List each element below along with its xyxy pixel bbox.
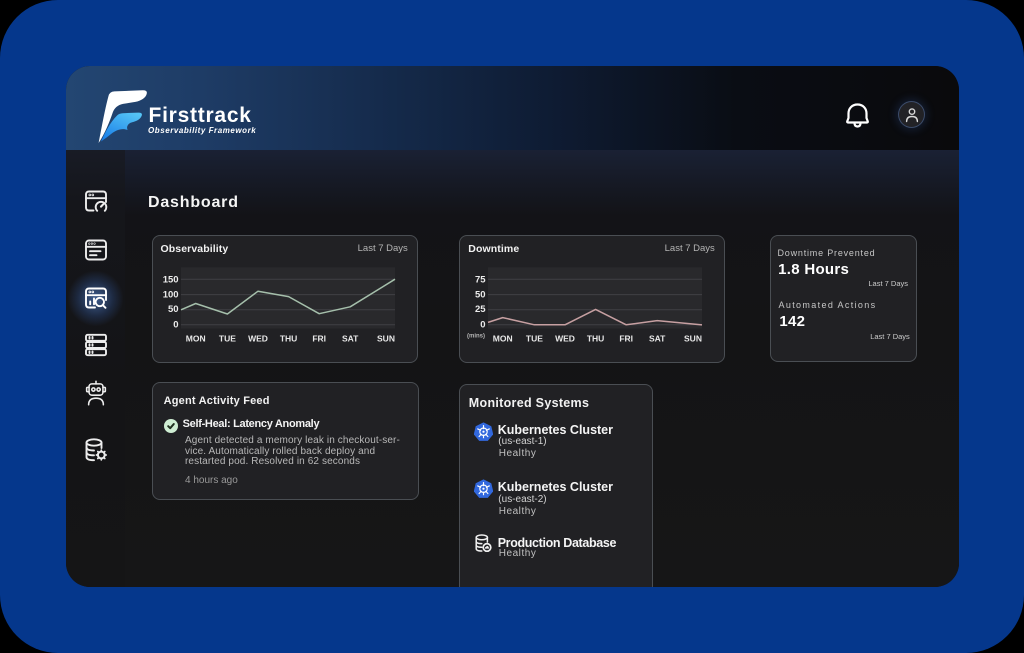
svg-text:0: 0 <box>174 319 179 330</box>
svg-text:(mins): (mins) <box>467 333 485 339</box>
svg-text:MON: MON <box>186 333 206 343</box>
svg-text:THU: THU <box>280 333 297 343</box>
svg-text:50: 50 <box>475 289 486 300</box>
svg-text:50: 50 <box>168 304 179 315</box>
svg-text:25: 25 <box>475 304 486 315</box>
svg-text:100: 100 <box>163 289 179 300</box>
svg-text:FRI: FRI <box>620 333 634 343</box>
svg-text:150: 150 <box>163 274 179 285</box>
svg-text:75: 75 <box>475 274 486 285</box>
svg-text:SAT: SAT <box>649 333 666 343</box>
svg-text:MON: MON <box>493 333 513 343</box>
svg-text:SUN: SUN <box>684 333 702 343</box>
svg-text:TUE: TUE <box>219 333 236 343</box>
svg-text:THU: THU <box>587 333 604 343</box>
svg-text:SUN: SUN <box>377 333 395 343</box>
svg-text:TUE: TUE <box>526 333 543 343</box>
svg-text:WED: WED <box>555 333 575 343</box>
svg-text:FRI: FRI <box>313 333 327 343</box>
svg-text:WED: WED <box>248 333 268 343</box>
svg-text:0: 0 <box>481 319 486 330</box>
svg-text:SAT: SAT <box>342 333 359 343</box>
